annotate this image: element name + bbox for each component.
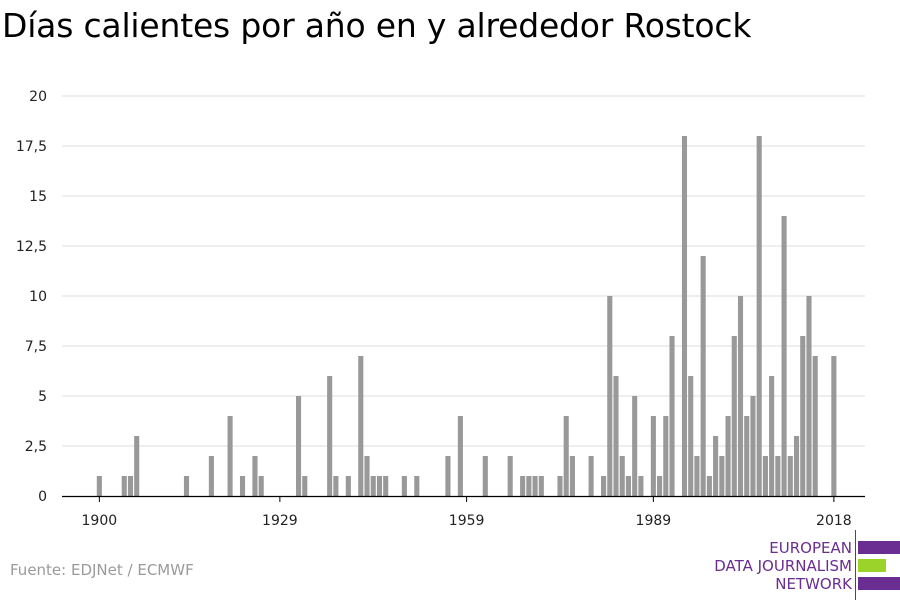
logo-text-european: EUROPEAN xyxy=(769,539,852,557)
bar xyxy=(376,476,383,496)
bar xyxy=(663,416,669,496)
bar xyxy=(457,416,463,496)
bar xyxy=(327,376,333,496)
bar xyxy=(526,476,532,496)
y-tick-label: 17,5 xyxy=(16,139,47,155)
bar xyxy=(569,456,575,496)
bar xyxy=(520,476,526,496)
bar xyxy=(688,376,694,496)
bar xyxy=(769,376,775,496)
bar xyxy=(358,356,364,496)
x-tick-label: 1929 xyxy=(262,513,298,529)
bar xyxy=(625,476,632,496)
bar xyxy=(532,476,538,496)
bar xyxy=(638,476,644,496)
bar xyxy=(812,356,818,496)
logo-bar-purple-top xyxy=(858,541,900,554)
x-ticks: 1900 1929 1959 1989 2018 xyxy=(82,496,852,529)
bar xyxy=(719,456,725,496)
bar xyxy=(295,396,302,496)
bar xyxy=(713,436,719,496)
bar xyxy=(800,336,806,496)
bar xyxy=(258,476,264,496)
bar xyxy=(650,416,656,496)
y-tick-labels: 0 2,5 5 7,5 10 12,5 15 17,5 20 xyxy=(16,89,47,505)
bar xyxy=(613,376,619,496)
bar xyxy=(669,336,675,496)
bar xyxy=(333,476,339,496)
y-tick-label: 0 xyxy=(38,489,47,505)
bar xyxy=(208,456,214,496)
bar xyxy=(383,476,389,496)
bar xyxy=(239,476,246,496)
edjnet-logo: EUROPEAN DATA JOURNALISM NETWORK xyxy=(700,530,900,600)
bar xyxy=(302,476,308,496)
logo-text-data-journalism: DATA JOURNALISM xyxy=(714,557,852,575)
bar xyxy=(731,336,737,496)
bar xyxy=(345,476,351,496)
bar xyxy=(588,456,594,496)
bar xyxy=(183,476,190,496)
bar xyxy=(756,136,762,496)
bar xyxy=(762,456,768,496)
bar xyxy=(134,436,140,496)
y-tick-label: 12,5 xyxy=(16,239,47,255)
y-tick-label: 5 xyxy=(38,389,47,405)
bar xyxy=(725,416,731,496)
y-tick-label: 15 xyxy=(29,189,47,205)
bar xyxy=(744,416,750,496)
bar xyxy=(781,216,787,496)
bar xyxy=(619,456,625,496)
bar xyxy=(538,476,544,496)
bar xyxy=(787,456,793,496)
y-tick-label: 7,5 xyxy=(25,339,47,355)
bar xyxy=(96,476,102,496)
bar xyxy=(750,396,756,496)
bar xyxy=(632,396,638,496)
x-tick-label: 1959 xyxy=(449,513,485,529)
grid-lines xyxy=(62,95,865,447)
bar xyxy=(414,476,420,496)
bar xyxy=(401,476,407,496)
logo-divider xyxy=(855,530,856,600)
bar xyxy=(806,296,812,496)
bar xyxy=(831,356,837,496)
y-tick-label: 20 xyxy=(29,89,47,105)
bar xyxy=(700,256,706,496)
x-tick-label: 1989 xyxy=(636,513,672,529)
y-tick-label: 10 xyxy=(29,289,47,305)
bar xyxy=(127,476,134,496)
logo-bar-purple-bottom xyxy=(858,577,900,590)
bar xyxy=(364,456,370,496)
source-note: Fuente: EDJNet / ECMWF xyxy=(10,561,194,579)
bar xyxy=(557,476,563,496)
bar xyxy=(121,476,127,496)
bar xyxy=(793,436,800,496)
bar xyxy=(706,476,712,496)
bar xyxy=(370,476,376,496)
bar xyxy=(657,476,663,496)
bars xyxy=(96,136,837,496)
logo-bar-green xyxy=(858,559,886,572)
logo-text-network: NETWORK xyxy=(775,575,852,593)
x-tick-label: 1900 xyxy=(82,513,118,529)
bar xyxy=(737,296,744,496)
bar xyxy=(694,456,700,496)
bar xyxy=(563,416,569,496)
x-tick-label: 2018 xyxy=(816,513,852,529)
bar xyxy=(681,136,688,496)
bar xyxy=(445,456,451,496)
bar xyxy=(507,456,513,496)
bar xyxy=(482,456,488,496)
bar xyxy=(601,476,607,496)
bar xyxy=(607,296,613,496)
bar xyxy=(252,456,258,496)
y-tick-label: 2,5 xyxy=(25,439,47,455)
chart-title: Días calientes por año en y alrededor Ro… xyxy=(2,6,752,45)
bar xyxy=(227,416,233,496)
bar xyxy=(775,456,781,496)
